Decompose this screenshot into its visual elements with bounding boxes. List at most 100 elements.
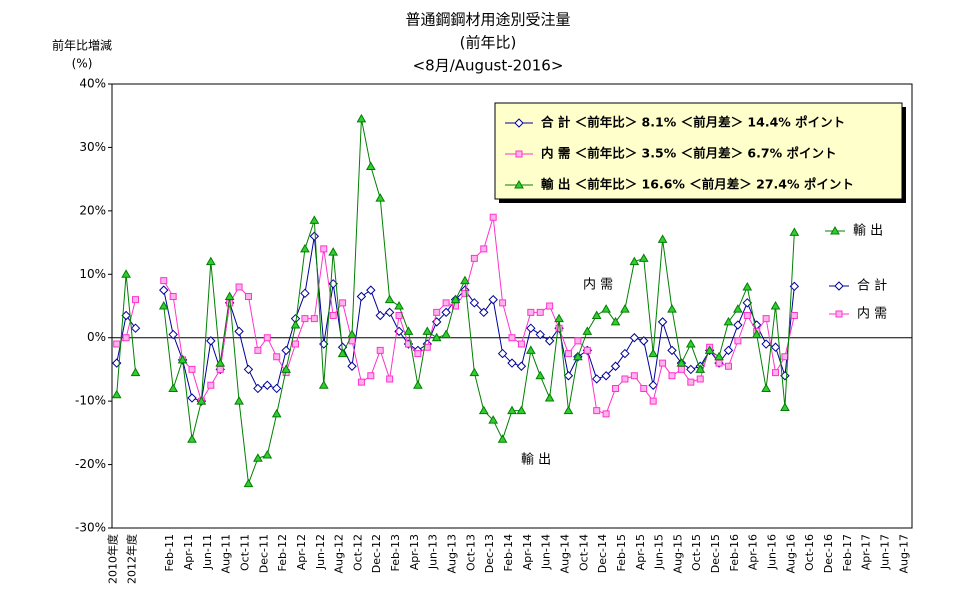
marker xyxy=(132,296,140,304)
marker xyxy=(497,348,508,359)
y-tick-label: -30% xyxy=(75,521,106,535)
marker xyxy=(160,277,168,285)
chart-subtitle: (前年比) xyxy=(460,34,517,52)
marker xyxy=(781,353,789,361)
y-tick-label: 40% xyxy=(79,77,106,91)
marker xyxy=(525,345,536,354)
marker xyxy=(442,299,450,307)
marker xyxy=(215,358,226,367)
marker xyxy=(677,365,685,373)
marker xyxy=(657,234,668,243)
marker xyxy=(789,227,800,236)
marker xyxy=(224,291,235,300)
x-tick-label: Aug-17 xyxy=(897,534,910,573)
marker xyxy=(488,294,498,305)
marker xyxy=(695,364,706,373)
marker xyxy=(582,326,593,335)
marker xyxy=(668,372,676,380)
x-tick-label: Feb-12 xyxy=(276,534,289,571)
marker xyxy=(563,371,574,381)
marker xyxy=(629,256,640,266)
x-tick-label: Jun-16 xyxy=(766,534,779,570)
y-tick-label: 10% xyxy=(79,267,106,281)
legend xyxy=(494,102,903,200)
x-tick-label: Jun-14 xyxy=(540,534,553,570)
x-tick-label: Feb-13 xyxy=(389,534,402,571)
marker xyxy=(243,478,254,488)
x-tick-label: Jun-13 xyxy=(427,534,440,570)
marker xyxy=(433,308,441,316)
x-tick-label: Feb-17 xyxy=(841,534,854,571)
marker xyxy=(130,367,141,377)
marker xyxy=(375,310,385,321)
marker xyxy=(478,405,489,415)
annotation: 輸 出 xyxy=(521,453,551,468)
marker xyxy=(243,364,254,375)
marker xyxy=(470,254,478,262)
x-tick-label: Apr-16 xyxy=(747,534,760,570)
legend-label: 合 計 ＜前年比＞ 8.1% ＜前月差＞ 14.4% ポイント xyxy=(541,115,845,130)
marker xyxy=(422,326,433,335)
x-tick-label: Apr-13 xyxy=(408,534,421,570)
marker xyxy=(517,340,525,348)
marker xyxy=(733,304,743,313)
x-tick-label: Aug-16 xyxy=(784,534,797,573)
x-tick-label: Jun-15 xyxy=(653,534,666,570)
marker xyxy=(159,285,169,295)
marker xyxy=(271,408,282,418)
marker xyxy=(271,383,282,394)
x-tick-label: Aug-13 xyxy=(446,534,459,573)
marker xyxy=(638,253,649,262)
x-tick-label: Apr-11 xyxy=(182,534,195,570)
marker xyxy=(130,323,141,333)
marker xyxy=(395,312,403,320)
marker xyxy=(834,281,844,291)
marker xyxy=(639,336,649,346)
marker xyxy=(169,292,177,300)
marker xyxy=(441,307,451,318)
y-tick-label: -10% xyxy=(75,394,106,408)
marker xyxy=(206,336,216,346)
marker xyxy=(460,275,470,285)
marker xyxy=(234,326,244,337)
marker xyxy=(168,329,178,340)
marker xyxy=(113,340,121,348)
marker xyxy=(544,336,555,346)
marker xyxy=(356,113,367,123)
y-tick-label: 0% xyxy=(87,330,106,344)
x-tick-label: Dec-14 xyxy=(596,534,609,573)
x-tick-label: Dec-12 xyxy=(370,534,383,573)
marker xyxy=(507,358,517,368)
marker xyxy=(527,308,535,316)
x-tick-label: Oct-11 xyxy=(238,534,251,571)
marker xyxy=(301,315,309,323)
x-tick-label: Apr-15 xyxy=(634,534,647,570)
marker xyxy=(516,361,527,371)
marker xyxy=(320,245,328,253)
marker xyxy=(583,346,591,354)
marker xyxy=(602,410,610,418)
marker xyxy=(328,247,339,256)
x-tick-label: Oct-12 xyxy=(351,534,364,571)
marker xyxy=(111,389,122,399)
marker xyxy=(309,231,320,241)
marker xyxy=(262,380,273,390)
marker xyxy=(488,415,499,424)
x-tick-label: Oct-14 xyxy=(577,534,590,571)
marker xyxy=(648,348,659,358)
marker xyxy=(667,345,677,356)
y-tick-label: 20% xyxy=(79,203,106,217)
marker xyxy=(723,316,734,326)
marker xyxy=(620,348,630,359)
marker xyxy=(469,367,480,377)
marker xyxy=(704,345,715,354)
x-tick-label: Feb-11 xyxy=(163,534,176,571)
marker xyxy=(177,354,188,364)
marker xyxy=(187,393,197,403)
marker xyxy=(687,378,695,386)
marker xyxy=(367,372,375,380)
marker xyxy=(497,434,508,443)
marker xyxy=(384,294,395,304)
marker xyxy=(555,324,563,332)
